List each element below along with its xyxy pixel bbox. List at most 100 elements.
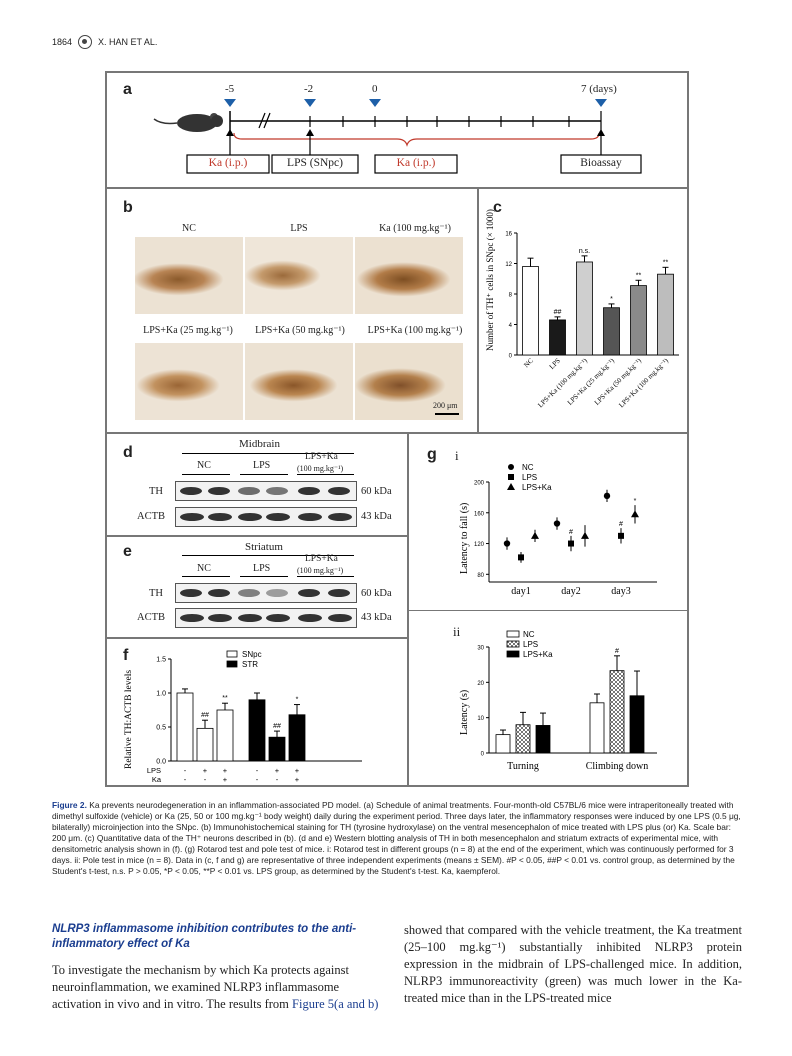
gii-ytick-label: 30: [477, 646, 484, 652]
c-bar-0: [522, 266, 539, 356]
gii-bar-0-0: [495, 734, 511, 754]
region-striatum: Striatum: [245, 541, 283, 553]
f-legend-swatch-0: [226, 650, 238, 658]
gii-ytick-label: 0: [481, 752, 485, 758]
f-ylabel: Relative TH:ACTB levels: [124, 670, 134, 769]
size-43kda: 43 kDa: [361, 511, 392, 522]
panel-a-label: a: [123, 81, 132, 98]
panel-g: g i 80 120 160 200 Latency to fall (s) day1 da…: [408, 433, 689, 786]
left-column: NLRP3 inflammasome inhibition contribute…: [52, 922, 390, 1013]
size-60kda: 60 kDa: [361, 486, 392, 497]
c-bar-3: [603, 307, 620, 356]
gii-annot-0: #: [615, 648, 619, 655]
size-43kda: 43 kDa: [361, 612, 392, 623]
group-lpska: LPS+Ka: [305, 554, 338, 564]
f-row-label-1: Ka: [152, 775, 162, 784]
group-lps: LPS: [253, 460, 271, 471]
c-bar-4: [630, 285, 647, 356]
panel-f: f 0.0 0.5 1.0 1.5 Relative TH:ACTB levels ## *…: [106, 638, 408, 786]
section-heading: NLRP3 inflammasome inhibition contribute…: [52, 923, 357, 950]
gi-legend-marker-1: [508, 474, 514, 480]
c-annot-2: n.s.: [579, 248, 590, 255]
gi-point-1-0: [518, 554, 524, 561]
f-annot-0-2: **: [222, 695, 228, 702]
f-row-label-0: LPS: [147, 766, 161, 775]
micro-label-lpska50: LPS+Ka (50 mg.kg⁻¹): [255, 325, 345, 336]
box-lps-snpc: LPS (SNpc): [287, 157, 343, 169]
gii-legend-2: LPS+Ka: [523, 650, 553, 659]
group-lps: LPS: [253, 563, 271, 574]
micro-label-lpska100: LPS+Ka (100 mg.kg⁻¹): [367, 325, 463, 336]
gi-point-0-2: [603, 492, 611, 500]
journal-logo-icon: [78, 35, 93, 49]
tick-label-7days: 7 (days): [581, 83, 617, 95]
panel-e-label: e: [123, 543, 132, 560]
micro-label-nc: NC: [182, 223, 196, 234]
micrograph-lpska50: [245, 343, 353, 420]
f-bar-0-2: [216, 709, 234, 762]
gi-xlabel-0: day1: [511, 586, 530, 597]
f-ytick-label: 0.0: [156, 759, 166, 766]
micro-label-lpska25: LPS+Ka (25 mg.kg⁻¹): [143, 325, 233, 336]
gii-bar-0-1: [589, 702, 605, 754]
mouse-icon: [153, 113, 223, 132]
micrograph-lpska100: [355, 343, 463, 420]
panel-d: d Midbrain NC LPS LPS+Ka (100 mg.kg⁻¹) T…: [106, 433, 408, 536]
group-dose: (100 mg.kg⁻¹): [297, 566, 344, 575]
gi-legend-0: NC: [522, 463, 534, 472]
chart-rotarod: 80 120 160 200 Latency to fall (s) day1 day2 da…: [459, 463, 657, 597]
f-sign-1-0: -: [184, 775, 187, 784]
chart-th-cells: 0 4 8 12 16 Number of TH⁺ cells in SNpc (× 10…: [485, 209, 679, 409]
f-legend-swatch-1: [226, 660, 238, 668]
panel-f-label: f: [123, 647, 129, 664]
gi-legend-2: LPS+Ka: [522, 483, 552, 492]
f-sign-0-3: -: [256, 766, 259, 775]
gi-ylabel: Latency to fall (s): [459, 503, 470, 574]
f-sign-1-4: -: [276, 775, 279, 784]
box-bioassay: Bioassay: [580, 157, 622, 169]
f-sign-1-2: +: [223, 775, 228, 784]
gi-annot-0: #: [569, 529, 573, 536]
gii-ylabel: Latency (s): [459, 690, 470, 735]
scale-bar: [435, 413, 459, 415]
c-ytick-label: 12: [505, 262, 512, 268]
gii-bar-2-1: [629, 695, 645, 754]
gi-point-2-2: [631, 510, 639, 518]
f-sign-1-5: +: [295, 775, 300, 784]
gi-ytick-label: 160: [474, 511, 485, 517]
c-annot-1: ##: [554, 309, 562, 316]
gi-legend-marker-2: [507, 483, 515, 490]
row-actb: ACTB: [137, 612, 166, 623]
gii-bar-1-1: [609, 670, 625, 754]
c-xlabel-0: NC: [522, 357, 535, 370]
gi-point-2-1: [581, 531, 589, 539]
gi-point-2-0: [531, 531, 539, 539]
gi-point-0-0: [503, 540, 511, 547]
c-xlabel-2: LPS+Ka (100 mg.kg⁻¹): [536, 356, 589, 409]
panel-d-label: d: [123, 444, 133, 461]
f-sign-1-1: -: [204, 775, 207, 784]
gii-legend-swatch-2: [506, 650, 520, 658]
f-bar-1-2: [288, 714, 306, 762]
f-sign-0-4: +: [275, 766, 280, 775]
figure-2: a: [105, 71, 689, 787]
left-paragraph: To investigate the mechanism by which Ka…: [52, 963, 349, 1011]
c-bar-5: [657, 273, 674, 356]
figure-caption: Figure 2. Ka prevents neurodegeneration …: [52, 800, 742, 877]
gii-legend-swatch-1: [506, 640, 520, 648]
f-annot-1-2: *: [296, 697, 299, 704]
f-bar-0-0: [176, 692, 194, 762]
panel-c: c 0 4 8 12 16 Number of TH⁺ cells in SNpc (× …: [478, 188, 688, 433]
c-xlabel-1: LPS: [548, 357, 562, 371]
c-annot-3: *: [610, 296, 613, 303]
chart-th-actb: 0.0 0.5 1.0 1.5 Relative TH:ACTB levels ## ** #…: [124, 650, 362, 784]
micro-label-lps: LPS: [290, 223, 308, 234]
c-xlabel-5: LPS+Ka (100 mg.kg⁻¹): [617, 356, 670, 409]
region-midbrain: Midbrain: [239, 438, 280, 450]
f-ytick-label: 0.5: [156, 725, 166, 732]
f-legend-1: STR: [242, 660, 258, 669]
row-th: TH: [149, 486, 163, 497]
group-dose: (100 mg.kg⁻¹): [297, 464, 344, 473]
gi-ytick-label: 200: [474, 481, 485, 487]
figure-5-link[interactable]: Figure 5(a and b): [292, 997, 379, 1011]
